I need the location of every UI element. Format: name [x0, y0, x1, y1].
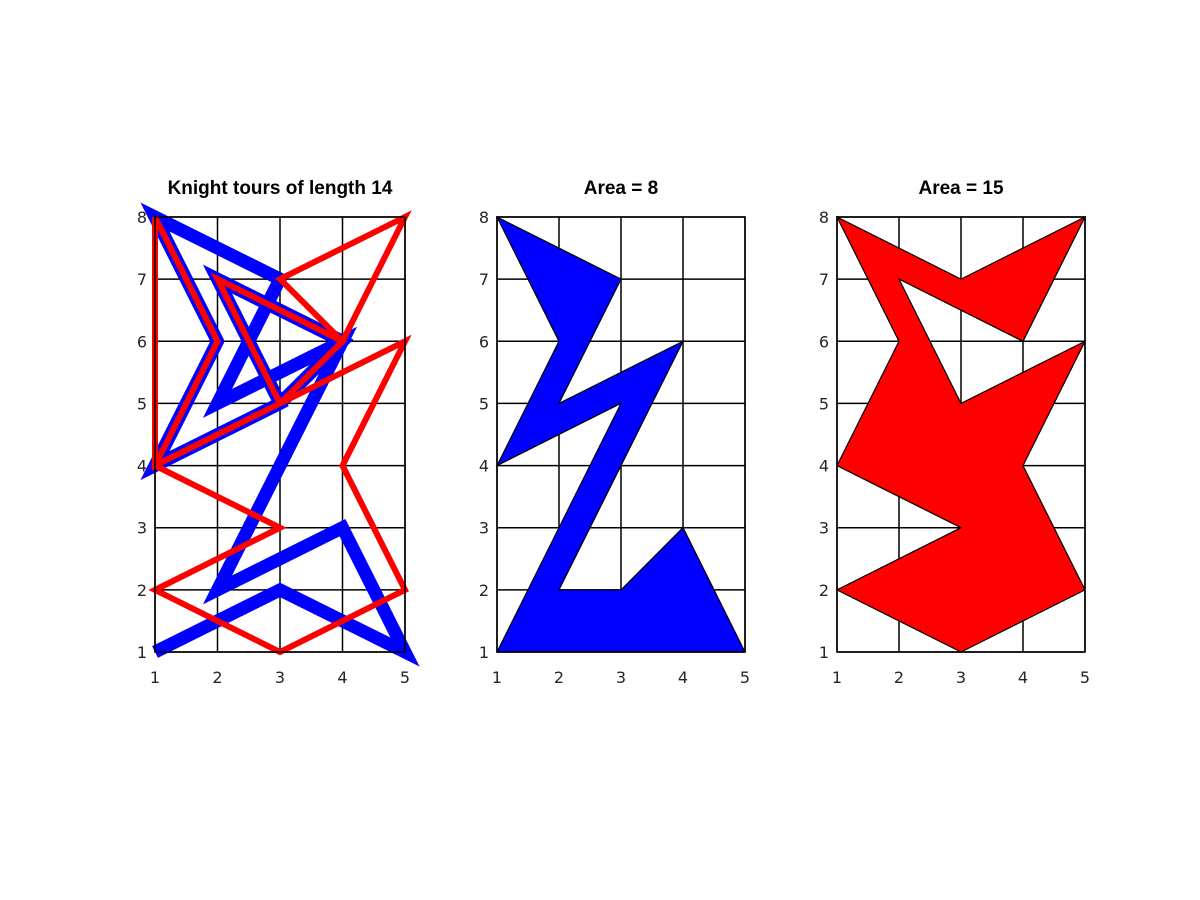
- y-tick-label: 2: [819, 581, 829, 600]
- x-tick-label: 5: [1080, 668, 1090, 687]
- y-tick-label: 3: [137, 519, 147, 538]
- y-tick-label: 8: [479, 208, 489, 227]
- y-tick-label: 6: [479, 332, 489, 351]
- y-tick-label: 6: [137, 332, 147, 351]
- plot-area-15: 1 2 3 4 5 1 2 3 4 5 6 7 8 Area = 15: [819, 178, 1090, 687]
- x-tick-label: 1: [492, 668, 502, 687]
- x-tick-label: 3: [956, 668, 966, 687]
- tour-series-2: [148, 210, 412, 656]
- y-tick-label: 7: [479, 270, 489, 289]
- y-tick-label: 5: [819, 394, 829, 413]
- x-tick-label: 3: [616, 668, 626, 687]
- axes-frame: [496, 216, 746, 653]
- y-tick-label: 4: [137, 457, 147, 476]
- y-tick-label: 2: [137, 581, 147, 600]
- y-tick-label: 5: [137, 394, 147, 413]
- x-tick-label: 2: [554, 668, 564, 687]
- x-tick-label: 2: [212, 668, 222, 687]
- plot-knight-tours: 1 2 3 4 5 1 2 3 4 5 6 7 8 Knight tours of length 14: [137, 178, 420, 687]
- y-tick-label: 7: [819, 270, 829, 289]
- x-tick-label: 3: [275, 668, 285, 687]
- chart-title: Knight tours of length 14: [168, 178, 393, 199]
- x-tick-label: 1: [832, 668, 842, 687]
- y-tick-label: 1: [137, 643, 147, 662]
- y-tick-label: 1: [479, 643, 489, 662]
- y-tick-label: 5: [479, 394, 489, 413]
- x-tick-label: 2: [894, 668, 904, 687]
- x-tick-label: 4: [337, 668, 347, 687]
- y-tick-label: 6: [819, 332, 829, 351]
- area-polygon: [835, 215, 1087, 653]
- y-tick-label: 8: [137, 208, 147, 227]
- x-tick-label: 5: [400, 668, 410, 687]
- y-tick-label: 1: [819, 643, 829, 662]
- plot-area-8: 1 2 3 4 5 1 2 3 4 5 6 7 8 Area = 8: [479, 178, 750, 687]
- y-tick-label: 3: [819, 519, 829, 538]
- x-tick-label: 5: [740, 668, 750, 687]
- x-tick-label: 4: [678, 668, 688, 687]
- y-tick-label: 4: [479, 457, 489, 476]
- chart-title: Area = 15: [918, 178, 1003, 199]
- y-tick-label: 7: [137, 270, 147, 289]
- chart-title: Area = 8: [584, 178, 658, 199]
- axes-frame: [154, 216, 406, 653]
- y-tick-label: 3: [479, 519, 489, 538]
- axes-frame: [836, 216, 1086, 653]
- x-tick-label: 1: [150, 668, 160, 687]
- y-tick-label: 2: [479, 581, 489, 600]
- y-tick-label: 4: [819, 457, 829, 476]
- y-tick-label: 8: [819, 208, 829, 227]
- x-tick-label: 4: [1018, 668, 1028, 687]
